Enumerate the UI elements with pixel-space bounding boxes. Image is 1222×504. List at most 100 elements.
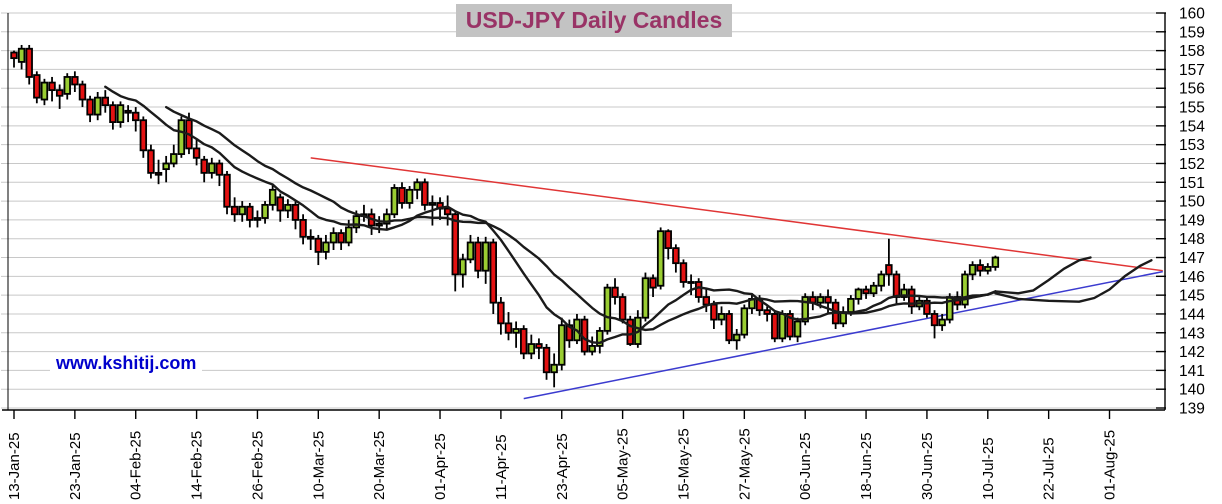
candle (383, 213, 391, 225)
candle (139, 119, 148, 152)
y-tick-label: 160 (1179, 6, 1205, 23)
x-tick-label: 11-Apr-25 (493, 434, 510, 500)
candle (215, 162, 224, 176)
candle (177, 119, 186, 155)
y-tick-label: 145 (1179, 288, 1205, 305)
x-tick-label: 13-Jan-25 (6, 432, 23, 500)
candle (390, 187, 399, 216)
candle (170, 153, 178, 165)
candle (588, 345, 596, 353)
candle (200, 158, 208, 174)
candle (147, 149, 155, 174)
candle (786, 313, 794, 338)
candle (238, 205, 246, 216)
candle (702, 296, 710, 306)
candle (474, 241, 482, 272)
y-tick-label: 157 (1179, 62, 1205, 79)
x-tick-label: 27-May-25 (736, 428, 753, 500)
candle (649, 277, 657, 289)
candle (656, 230, 665, 287)
ma-fast-projection (994, 256, 1092, 295)
candle (991, 256, 1000, 268)
y-tick-label: 156 (1179, 81, 1205, 98)
x-tick-label: 20-Mar-25 (371, 431, 388, 500)
candle (611, 286, 619, 298)
y-tick-label: 149 (1179, 212, 1205, 229)
candle (101, 96, 109, 107)
candle (314, 237, 323, 253)
candle (40, 81, 49, 101)
candle (542, 346, 551, 374)
candle (618, 296, 627, 321)
candle (862, 288, 870, 295)
candle (116, 104, 125, 123)
y-tick-label: 152 (1179, 156, 1205, 173)
candle (223, 173, 231, 208)
candle (923, 299, 931, 315)
candle (413, 181, 421, 191)
candle (398, 187, 406, 204)
candle (877, 273, 885, 287)
candle (938, 318, 946, 327)
candle (900, 288, 908, 298)
candle (337, 232, 345, 244)
candle (246, 205, 254, 221)
candle (869, 284, 878, 295)
candle (908, 288, 916, 308)
y-tick-label: 154 (1179, 118, 1205, 135)
candle (961, 273, 969, 306)
candle (421, 181, 429, 206)
x-tick-label: 14-Feb-25 (189, 431, 206, 500)
candle (230, 205, 239, 216)
y-tick-label: 151 (1179, 175, 1205, 192)
watermark-link: www.kshitij.com (50, 353, 203, 374)
y-tick-label: 139 (1179, 400, 1205, 417)
candle (710, 303, 718, 321)
candle (405, 188, 414, 204)
candle (25, 47, 33, 78)
candle (86, 98, 94, 116)
chart-title: USD-JPY Daily Candles (456, 4, 732, 37)
candle (306, 235, 315, 240)
candle (558, 324, 566, 366)
candle (208, 162, 216, 174)
candle (33, 74, 41, 99)
candle (345, 226, 353, 244)
candle (299, 218, 307, 238)
candle (824, 296, 832, 304)
candle (71, 76, 79, 86)
candle (352, 215, 361, 229)
candle (329, 232, 338, 244)
x-tick-label: 15-May-25 (675, 428, 692, 500)
candle (93, 96, 102, 116)
x-tick-label: 23-Apr-25 (554, 433, 571, 500)
candle (192, 147, 201, 159)
candle (816, 296, 825, 304)
y-tick-label: 148 (1179, 231, 1205, 248)
candle (512, 328, 520, 334)
candle (489, 241, 497, 304)
x-tick-label: 22-Jul-25 (1041, 437, 1058, 500)
candle (481, 241, 490, 272)
trendline-support (523, 270, 1163, 400)
candle (596, 329, 604, 347)
candle (10, 51, 18, 60)
candle (261, 203, 269, 219)
trendlines-layer (310, 157, 1163, 400)
candle (284, 203, 292, 212)
candle (17, 47, 26, 63)
candle (124, 109, 132, 114)
candle (276, 196, 284, 212)
candle (626, 318, 634, 345)
candle (733, 333, 741, 342)
candle (679, 262, 688, 283)
candle (527, 343, 536, 355)
y-tick-label: 141 (1179, 363, 1205, 380)
candle (428, 202, 437, 206)
candle (976, 264, 984, 272)
y-tick-label: 147 (1179, 250, 1205, 267)
candle (885, 264, 893, 276)
candle (132, 111, 140, 122)
